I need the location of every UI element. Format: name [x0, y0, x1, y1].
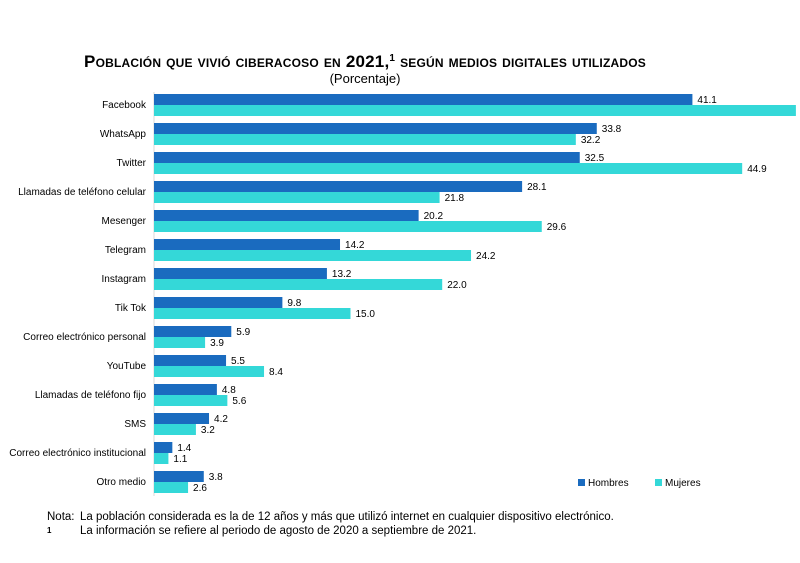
- note-row: Nota: La población considerada es la de …: [47, 510, 614, 524]
- value-label-mujeres-correo-electronico-institucional: 1.1: [173, 454, 187, 465]
- value-label-hombres-instagram: 13.2: [332, 269, 352, 280]
- bar-hombres-llamadas-de-telefono-celular: [154, 181, 523, 192]
- legend-label-hombres: Hombres: [588, 478, 629, 489]
- category-label-llamadas-de-telefono-celular: Llamadas de teléfono celular: [18, 187, 147, 198]
- value-label-mujeres-mesenger: 29.6: [547, 222, 567, 233]
- bar-hombres-facebook: [154, 94, 693, 105]
- value-label-mujeres-tik-tok: 15.0: [356, 309, 376, 320]
- value-label-hombres-llamadas-de-telefono-celular: 28.1: [527, 182, 547, 193]
- bar-hombres-tik-tok: [154, 297, 283, 308]
- bar-mujeres-youtube: [154, 366, 265, 377]
- bar-hombres-correo-electronico-institucional: [154, 442, 173, 453]
- value-label-hombres-sms: 4.2: [214, 414, 228, 425]
- category-label-whatsapp: WhatsApp: [100, 129, 147, 140]
- footnote-row: 1 La información se refiere al periodo d…: [47, 524, 614, 538]
- bar-mujeres-correo-electronico-personal: [154, 337, 206, 348]
- value-label-mujeres-otro-medio: 2.6: [193, 483, 207, 494]
- bar-hombres-youtube: [154, 355, 227, 366]
- category-label-correo-electronico-personal: Correo electrónico personal: [23, 332, 146, 343]
- chart-subtitle: (Porcentaje): [329, 71, 401, 86]
- legend-label-mujeres: Mujeres: [665, 478, 701, 489]
- bar-mujeres-llamadas-de-telefono-fijo: [154, 395, 228, 406]
- bar-mujeres-telegram: [154, 250, 472, 261]
- bar-hombres-telegram: [154, 239, 341, 250]
- bar-mujeres-correo-electronico-institucional: [154, 453, 169, 464]
- bar-mujeres-sms: [154, 424, 196, 435]
- value-label-hombres-llamadas-de-telefono-fijo: 4.8: [222, 385, 236, 396]
- category-label-telegram: Telegram: [105, 245, 146, 256]
- bar-mujeres-whatsapp: [154, 134, 576, 145]
- value-label-hombres-correo-electronico-personal: 5.9: [236, 327, 250, 338]
- value-label-mujeres-sms: 3.2: [201, 425, 215, 436]
- value-label-hombres-telegram: 14.2: [345, 240, 365, 251]
- bar-hombres-instagram: [154, 268, 327, 279]
- footnote-mark: 1: [47, 526, 52, 535]
- bar-mujeres-facebook: [154, 105, 796, 116]
- chart-title: Población que vivió ciberacoso en 2021,1…: [0, 52, 730, 72]
- value-label-mujeres-llamadas-de-telefono-celular: 21.8: [445, 193, 465, 204]
- value-label-hombres-facebook: 41.1: [697, 95, 717, 106]
- value-label-hombres-mesenger: 20.2: [424, 211, 444, 222]
- legend-swatch-mujeres: [655, 479, 662, 486]
- category-label-llamadas-de-telefono-fijo: Llamadas de teléfono fijo: [35, 390, 147, 401]
- category-label-youtube: YouTube: [107, 361, 147, 372]
- value-label-hombres-otro-medio: 3.8: [209, 472, 223, 483]
- bar-hombres-otro-medio: [154, 471, 204, 482]
- bars-layer: Facebook41.149.0WhatsApp33.832.2Twitter3…: [9, 92, 796, 496]
- bar-hombres-llamadas-de-telefono-fijo: [154, 384, 217, 395]
- notes: Nota: La población considerada es la de …: [47, 510, 614, 538]
- value-label-hombres-correo-electronico-institucional: 1.4: [177, 443, 191, 454]
- bar-hombres-twitter: [154, 152, 580, 163]
- category-label-tik-tok: Tik Tok: [115, 303, 147, 314]
- category-label-twitter: Twitter: [117, 158, 147, 169]
- value-label-hombres-twitter: 32.5: [585, 153, 605, 164]
- note-label: Nota:: [47, 511, 75, 523]
- value-label-mujeres-telegram: 24.2: [476, 251, 496, 262]
- value-label-hombres-tik-tok: 9.8: [287, 298, 301, 309]
- category-label-instagram: Instagram: [102, 274, 146, 285]
- bar-hombres-whatsapp: [154, 123, 597, 134]
- bar-mujeres-otro-medio: [154, 482, 189, 493]
- value-label-mujeres-whatsapp: 32.2: [581, 135, 601, 146]
- title-footnote-mark: 1: [389, 53, 396, 64]
- bar-hombres-correo-electronico-personal: [154, 326, 232, 337]
- legend-swatch-hombres: [578, 479, 585, 486]
- category-label-correo-electronico-institucional: Correo electrónico institucional: [9, 448, 146, 459]
- legend: Hombres Mujeres: [578, 478, 701, 489]
- chart-title-rest: según medios digitales utilizados: [395, 52, 646, 71]
- category-label-mesenger: Mesenger: [102, 216, 147, 227]
- category-label-otro-medio: Otro medio: [97, 477, 147, 488]
- value-label-hombres-youtube: 5.5: [231, 356, 245, 367]
- value-label-hombres-whatsapp: 33.8: [602, 124, 622, 135]
- bar-mujeres-tik-tok: [154, 308, 351, 319]
- value-label-mujeres-youtube: 8.4: [269, 367, 283, 378]
- bar-mujeres-llamadas-de-telefono-celular: [154, 192, 440, 203]
- bar-hombres-mesenger: [154, 210, 419, 221]
- note-text: La población considerada es la de 12 año…: [80, 511, 614, 523]
- chart-title-text: Población que vivió ciberacoso en 2021,: [84, 52, 390, 71]
- value-label-mujeres-twitter: 44.9: [747, 164, 767, 175]
- bar-mujeres-mesenger: [154, 221, 542, 232]
- footnote-text: La información se refiere al periodo de …: [80, 525, 477, 537]
- bar-hombres-sms: [154, 413, 210, 424]
- category-label-facebook: Facebook: [102, 100, 147, 111]
- bar-mujeres-twitter: [154, 163, 743, 174]
- category-label-sms: SMS: [124, 419, 146, 430]
- value-label-mujeres-correo-electronico-personal: 3.9: [210, 338, 224, 349]
- value-label-mujeres-instagram: 22.0: [447, 280, 467, 291]
- bar-mujeres-instagram: [154, 279, 443, 290]
- value-label-mujeres-llamadas-de-telefono-fijo: 5.6: [232, 396, 246, 407]
